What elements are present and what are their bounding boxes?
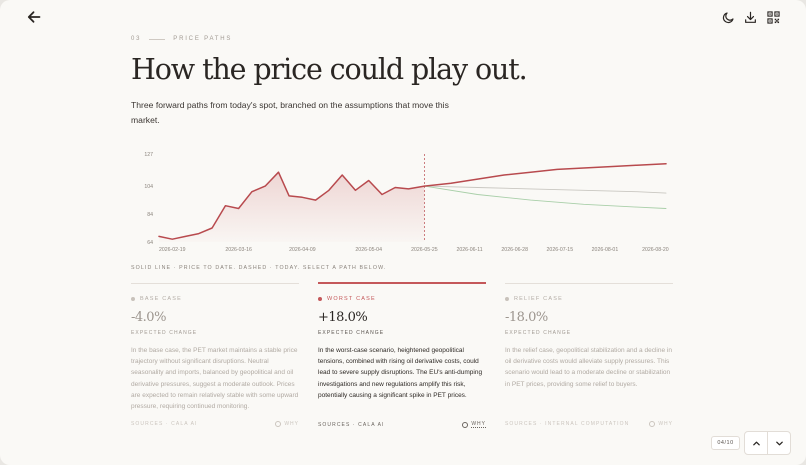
x-tick-label: 2026-02-19 xyxy=(159,247,186,253)
y-tick-label: 127 xyxy=(144,152,153,158)
why-button[interactable]: WHY xyxy=(275,421,299,427)
scenario-description: In the base case, the PET market maintai… xyxy=(131,347,299,411)
x-tick-label: 2026-08-20 xyxy=(642,247,669,253)
info-circle-icon xyxy=(462,421,469,428)
chevron-down-icon xyxy=(775,441,783,445)
scenario-base-case[interactable]: BASE CASE -4.0% EXPECTED CHANGE In the b… xyxy=(131,283,299,427)
scenario-value: +18.0% xyxy=(318,310,368,325)
scenario-value-caption: EXPECTED CHANGE xyxy=(318,330,385,336)
scenario-relief-case[interactable]: RELIEF CASE -18.0% EXPECTED CHANGE In th… xyxy=(505,283,673,427)
why-button[interactable]: WHY xyxy=(462,421,486,428)
scenario-dot xyxy=(505,297,509,301)
arrow-left-icon xyxy=(27,11,41,23)
scenario-divider xyxy=(131,283,299,284)
info-circle-icon xyxy=(649,421,656,427)
x-tick-label: 2026-03-16 xyxy=(225,247,252,253)
eyebrow-divider xyxy=(149,38,166,40)
scenario-value-caption: EXPECTED CHANGE xyxy=(505,330,572,336)
y-tick-label: 64 xyxy=(147,240,153,246)
scenario-description: In the worst-case scenario, heightened g… xyxy=(318,347,483,399)
qr-code-button[interactable] xyxy=(764,8,782,26)
price-history-line xyxy=(158,171,426,240)
scenario-sources: SOURCES · INTERNAL COMPUTATION xyxy=(505,421,630,427)
scenario-label: WORST CASE xyxy=(327,296,376,302)
download-button[interactable] xyxy=(741,8,759,26)
scenario-sources: SOURCES · CALA AI xyxy=(318,421,385,428)
price-paths-chart: 127 104 84 64 2026-02-19 2026-03-16 2026-04-09… xyxy=(144,152,669,253)
x-tick-label: 2026-06-28 xyxy=(501,247,528,253)
why-label: WHY xyxy=(284,421,299,427)
scenario-value: -18.0% xyxy=(505,310,548,325)
scenario-label: BASE CASE xyxy=(140,296,182,302)
y-tick-label: 104 xyxy=(144,184,153,190)
scenario-divider xyxy=(505,283,673,284)
x-tick-label: 2026-04-09 xyxy=(289,247,316,253)
back-button[interactable] xyxy=(25,8,43,26)
x-tick-label: 2026-08-01 xyxy=(592,247,619,253)
x-tick-label: 2026-07-15 xyxy=(547,247,574,253)
next-page-button[interactable] xyxy=(767,431,791,455)
worst-case-path-line xyxy=(423,163,667,187)
page-title: How the price could play out. xyxy=(131,53,528,86)
x-tick-label: 2026-05-25 xyxy=(411,247,438,253)
section-label: PRICE PATHS xyxy=(173,36,233,42)
moon-icon xyxy=(722,11,734,23)
why-label: WHY xyxy=(658,421,673,427)
scenario-worst-case[interactable]: WORST CASE +18.0% EXPECTED CHANGE In the… xyxy=(318,282,486,428)
y-tick-label: 84 xyxy=(147,212,153,218)
previous-page-button[interactable] xyxy=(744,431,768,455)
page-subtitle: Three forward paths from today's spot, b… xyxy=(131,100,449,125)
chart-caption: SOLID LINE · PRICE TO DATE. DASHED · TOD… xyxy=(131,265,387,271)
history-area-fill xyxy=(159,172,425,242)
relief-case-path-line xyxy=(423,185,667,209)
qr-code-icon xyxy=(766,10,780,24)
chevron-up-icon xyxy=(752,441,760,445)
scenario-description: In the relief case, geopolitical stabili… xyxy=(505,347,672,388)
scenario-label: RELIEF CASE xyxy=(514,296,563,302)
scenario-sources: SOURCES · CALA AI xyxy=(131,421,198,427)
scenario-divider xyxy=(318,282,486,284)
section-eyebrow: 03 PRICE PATHS xyxy=(131,36,232,42)
page-counter: 04/10 xyxy=(711,436,740,450)
theme-toggle-button[interactable] xyxy=(719,8,737,26)
info-circle-icon xyxy=(275,421,282,427)
why-label: WHY xyxy=(471,421,486,428)
scenario-value-caption: EXPECTED CHANGE xyxy=(131,330,198,336)
why-button[interactable]: WHY xyxy=(649,421,673,427)
download-icon xyxy=(744,11,756,23)
x-tick-label: 2026-05-04 xyxy=(355,247,382,253)
scenario-dot xyxy=(318,297,322,301)
base-case-path-line xyxy=(423,185,667,194)
scenario-dot xyxy=(131,297,135,301)
section-number: 03 xyxy=(131,36,142,42)
scenario-value: -4.0% xyxy=(131,310,166,325)
x-tick-label: 2026-06-11 xyxy=(456,247,482,253)
